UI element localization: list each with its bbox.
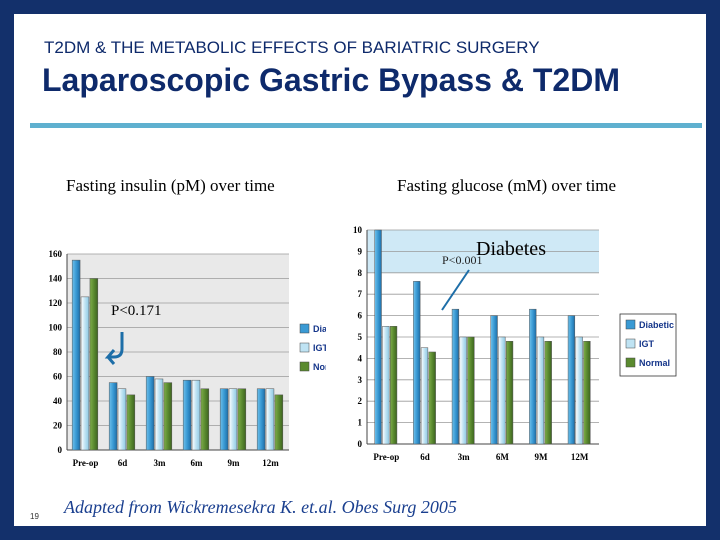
bar-igt [265,388,275,451]
y-tick-label: 2 [358,396,363,406]
y-tick-label: 120 [49,298,63,308]
bar-diabetic [451,308,460,445]
legend-label: Dial [313,324,330,334]
glucose-p-value: P<0.001 [442,253,482,267]
x-tick-label: 6m [191,458,204,468]
x-tick-label: 6M [496,452,510,462]
y-tick-label: 4 [358,353,363,363]
bar-igt [498,336,506,445]
y-tick-label: 7 [358,289,363,299]
legend-clip [326,312,340,382]
bar-normal [505,341,514,445]
glucose-chart-title: Fasting glucose (mM) over time [397,176,617,195]
y-tick-label: 100 [49,323,63,333]
legend-swatch [299,361,310,372]
y-tick-label: 10 [353,225,363,235]
diabetes-zone-label: Diabetes [476,238,546,260]
bar-diabetic [529,308,537,445]
bar-diabetic [374,229,382,445]
bar-diabetic [219,388,229,451]
slide-title: Laparoscopic Gastric Bypass & T2DM [42,62,620,98]
bar-normal [544,341,552,445]
bar-diabetic [256,388,266,451]
legend-swatch [299,342,310,353]
bar-normal [200,388,210,451]
x-tick-label: 9M [535,452,549,462]
bar-igt [575,336,583,445]
bar-diabetic [182,379,192,451]
x-tick-label: 6d [420,452,430,462]
legend-swatch [625,338,636,349]
y-tick-label: 140 [49,274,63,284]
y-tick-label: 0 [58,445,63,455]
y-tick-label: 8 [358,268,363,278]
bar-igt [154,378,164,451]
legend-swatch [625,357,636,368]
legend-label: IGT [639,339,655,349]
chart-1: 0 20 40 60 80 100 120 140 160 Pre-op 6d 3m 6m 9m 12m Di… [49,249,340,468]
bar-diabetic [413,281,421,445]
slide-number: 19 [30,512,39,521]
y-tick-label: 0 [358,439,363,449]
y-tick-label: 3 [358,375,363,385]
x-tick-label: 12m [262,458,279,468]
y-tick-label: 40 [53,396,63,406]
bar-normal [389,326,398,445]
y-tick-label: 20 [53,421,63,431]
title-divider [30,123,702,128]
x-tick-label: 3m [154,458,167,468]
bar-diabetic [567,315,576,445]
bar-igt [80,296,90,451]
insulin-chart-title: Fasting insulin (pM) over time [66,176,275,195]
bar-diabetic [145,376,155,451]
bar-igt [536,336,545,445]
legend-label: Nor [313,362,329,372]
bar-diabetic [108,382,118,451]
bar-normal [126,394,136,451]
y-tick-label: 80 [53,347,63,357]
bar-normal [467,336,475,445]
bar-igt [191,379,201,451]
y-tick-label: 60 [53,372,63,382]
y-tick-label: 1 [358,418,363,428]
bar-normal [89,278,99,451]
bar-normal [163,382,173,451]
slide-subtitle: T2DM & THE METABOLIC EFFECTS OF BARIATRI… [44,38,540,57]
bar-igt [228,388,238,451]
chart-2: 0 1 2 3 4 5 6 7 8 9 10 Pre-op 6d 3m 6M 9M 12M Diabetic IGT… [353,225,677,462]
slide: T2DM & THE METABOLIC EFFECTS OF BARIATRI… [14,14,706,526]
y-tick-label: 5 [358,332,363,342]
insulin-p-value: P<0.171 [111,303,162,319]
x-tick-label: Pre-op [73,458,99,468]
bar-diabetic [490,315,498,445]
source-citation: Adapted from Wickremesekra K. et.al. Obe… [64,497,457,517]
bar-normal [237,388,247,451]
annotation-pointer [441,269,470,311]
bar-igt [117,388,127,451]
annotation-arrow [104,332,124,365]
x-tick-label: 12M [571,452,589,462]
legend-label: Diabetic [639,320,674,330]
x-tick-label: 9m [228,458,241,468]
bar-igt [459,336,467,445]
legend-label: Normal [639,358,670,368]
legend-box [619,313,677,377]
y-tick-label: 160 [49,249,63,259]
bar-igt [420,347,429,445]
legend-label: IGT [313,343,329,353]
y-tick-label: 9 [358,246,363,256]
x-tick-label: Pre-op [373,452,399,462]
bar-igt [382,326,390,445]
x-tick-label: 3m [458,452,471,462]
bar-normal [428,351,436,445]
bar-normal [274,394,284,451]
legend-swatch [299,323,310,334]
bar-diabetic [71,259,81,451]
legend-swatch [625,319,636,330]
x-tick-label: 6d [118,458,128,468]
bar-normal [583,341,591,445]
y-tick-label: 6 [358,311,363,321]
